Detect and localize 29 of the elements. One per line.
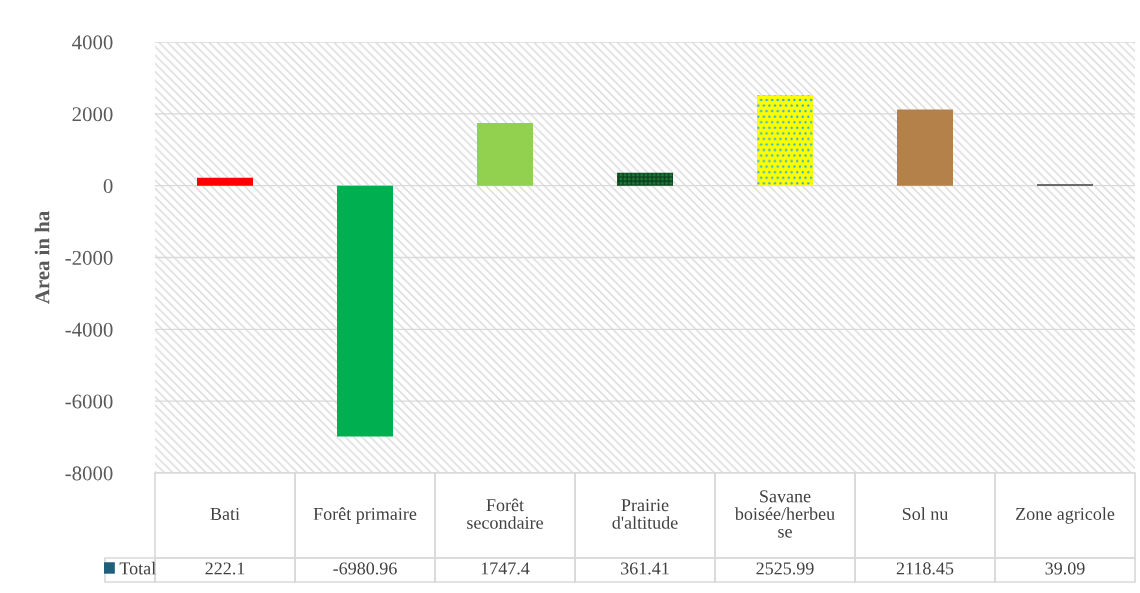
y-tick-label: -8000 [65, 466, 113, 481]
data-label: 39.09 [1045, 562, 1085, 575]
bar [197, 177, 253, 186]
x-tick-label: Forêt secondaire [467, 498, 543, 529]
bar [757, 94, 813, 186]
bar [477, 122, 533, 186]
x-tick-label: Savane boisée/herbeuse [734, 490, 835, 538]
y-tick-label: 0 [103, 179, 113, 194]
x-tick-label: Prairie d'altitude [612, 499, 678, 529]
y-tick-label: -4000 [65, 322, 113, 337]
data-label: 2118.45 [896, 562, 954, 575]
bar [337, 185, 393, 437]
data-label: -6980.96 [333, 562, 397, 575]
x-tick-label: Bati [210, 507, 240, 521]
y-axis-title: Area in ha [34, 211, 50, 304]
y-tick-label: -2000 [65, 250, 113, 265]
bar [617, 172, 673, 186]
data-label: 2525.99 [756, 562, 814, 575]
y-tick-label: -6000 [65, 394, 113, 409]
text: Total [119, 561, 156, 575]
data-label: 1747.4 [481, 562, 530, 575]
data-label: 222.1 [205, 562, 245, 575]
data-label: 361.41 [621, 562, 669, 575]
bar [897, 109, 953, 186]
y-tick-label: 2000 [72, 107, 113, 122]
x-tick-label: Zone agricole [1015, 507, 1115, 524]
x-tick-label: Forêt primaire [313, 507, 417, 524]
y-tick-label: 4000 [72, 35, 113, 50]
x-tick-label: Sol nu [902, 507, 949, 521]
